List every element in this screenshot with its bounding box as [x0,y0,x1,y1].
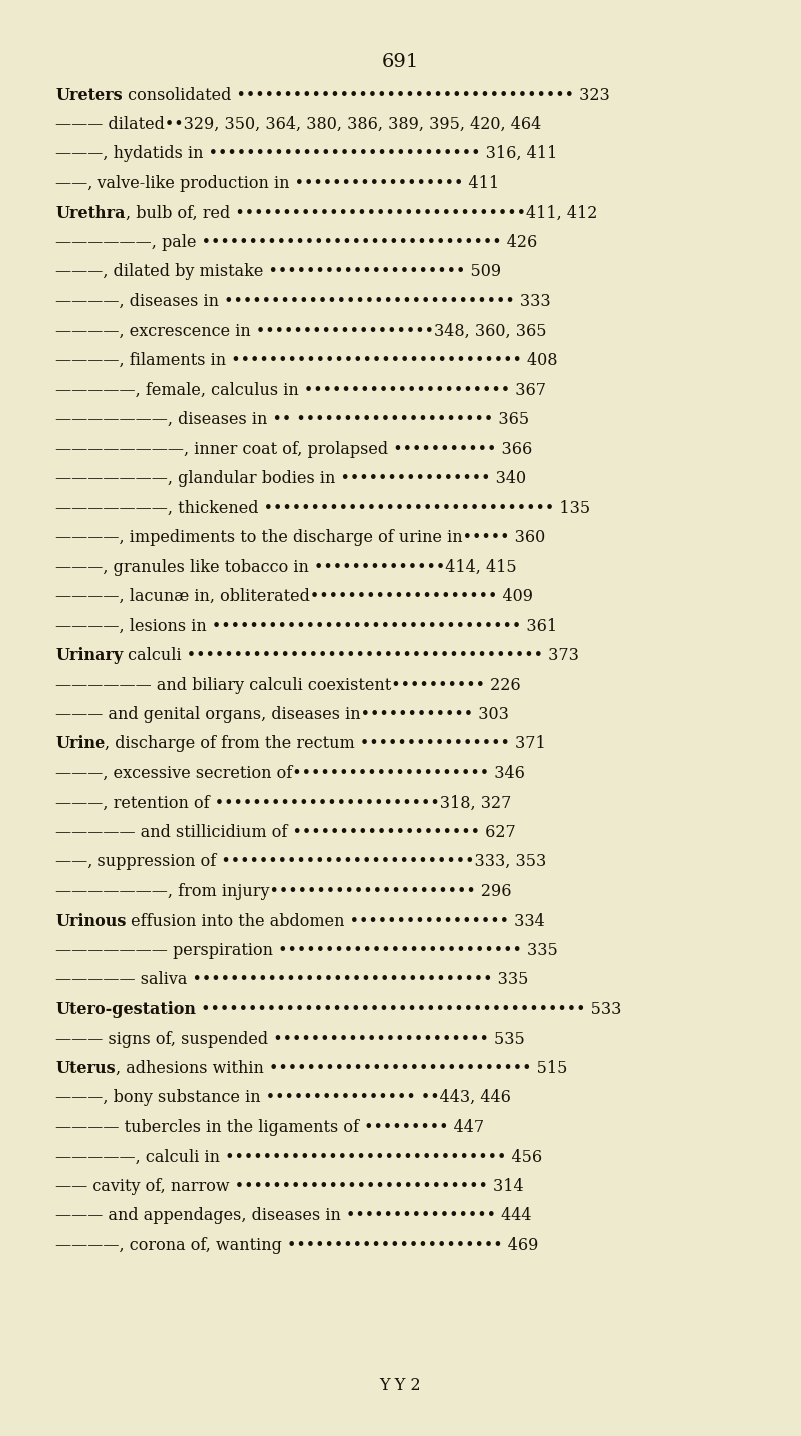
Text: Ureters: Ureters [55,86,123,103]
Text: , adhesions within •••••••••••••••••••••••••••• 515: , adhesions within •••••••••••••••••••••… [115,1060,567,1077]
Text: ————, filaments in ••••••••••••••••••••••••••••••• 408: ————, filaments in •••••••••••••••••••••… [55,352,557,369]
Text: ————, lacunæ in, obliterated•••••••••••••••••••• 409: ————, lacunæ in, obliterated••••••••••••… [55,587,533,605]
Text: effusion into the abdomen ••••••••••••••••• 334: effusion into the abdomen ••••••••••••••… [127,912,545,929]
Text: ——, suppression of •••••••••••••••••••••••••••333, 353: ——, suppression of •••••••••••••••••••••… [55,853,546,870]
Text: ——— dilated••329, 350, 364, 380, 386, 389, 395, 420, 464: ——— dilated••329, 350, 364, 380, 386, 38… [55,116,541,134]
Text: ——— and appendages, diseases in •••••••••••••••• 444: ——— and appendages, diseases in ••••••••… [55,1208,532,1225]
Text: Y Y 2: Y Y 2 [380,1377,421,1394]
Text: ————, lesions in ••••••••••••••••••••••••••••••••• 361: ————, lesions in •••••••••••••••••••••••… [55,617,557,635]
Text: Uterus: Uterus [55,1060,115,1077]
Text: ———, bony substance in •••••••••••••••• ••443, 446: ———, bony substance in •••••••••••••••• … [55,1090,511,1107]
Text: —————— and biliary calculi coexistent•••••••••• 226: —————— and biliary calculi coexistent•••… [55,676,521,694]
Text: ———, dilated by mistake ••••••••••••••••••••• 509: ———, dilated by mistake ••••••••••••••••… [55,263,501,280]
Text: Urethra: Urethra [55,204,126,221]
Text: ————, excrescence in •••••••••••••••••••348, 360, 365: ————, excrescence in •••••••••••••••••••… [55,323,546,339]
Text: ——— and genital organs, diseases in•••••••••••• 303: ——— and genital organs, diseases in•••••… [55,707,509,722]
Text: ———, retention of ••••••••••••••••••••••••318, 327: ———, retention of ••••••••••••••••••••••… [55,794,511,811]
Text: ——————, pale •••••••••••••••••••••••••••••••• 426: ——————, pale •••••••••••••••••••••••••••… [55,234,537,251]
Text: Urine: Urine [55,735,105,752]
Text: Urinous: Urinous [55,912,127,929]
Text: , bulb of, red •••••••••••••••••••••••••••••••411, 412: , bulb of, red •••••••••••••••••••••••••… [126,204,597,221]
Text: ———, hydatids in ••••••••••••••••••••••••••••• 316, 411: ———, hydatids in •••••••••••••••••••••••… [55,145,557,162]
Text: Utero-gestation: Utero-gestation [55,1001,196,1018]
Text: ——— signs of, suspended ••••••••••••••••••••••• 535: ——— signs of, suspended ••••••••••••••••… [55,1031,525,1047]
Text: ————— and stillicidium of •••••••••••••••••••• 627: ————— and stillicidium of ••••••••••••••… [55,824,516,841]
Text: ————— saliva •••••••••••••••••••••••••••••••• 335: ————— saliva •••••••••••••••••••••••••••… [55,972,529,988]
Text: ••••••••••••••••••••••••••••••••••••••••• 533: ••••••••••••••••••••••••••••••••••••••••… [196,1001,622,1018]
Text: —————, female, calculus in •••••••••••••••••••••• 367: —————, female, calculus in •••••••••••••… [55,382,546,399]
Text: ———————, glandular bodies in •••••••••••••••• 340: ———————, glandular bodies in •••••••••••… [55,470,526,487]
Text: ——————— perspiration •••••••••••••••••••••••••• 335: ——————— perspiration •••••••••••••••••••… [55,942,557,959]
Text: ———, granules like tobacco in ••••••••••••••414, 415: ———, granules like tobacco in ••••••••••… [55,559,517,576]
Text: ————————, inner coat of, prolapsed ••••••••••• 366: ————————, inner coat of, prolapsed •••••… [55,441,532,458]
Text: ————, diseases in ••••••••••••••••••••••••••••••• 333: ————, diseases in ••••••••••••••••••••••… [55,293,550,310]
Text: ———— tubercles in the ligaments of ••••••••• 447: ———— tubercles in the ligaments of •••••… [55,1119,484,1136]
Text: —————, calculi in •••••••••••••••••••••••••••••• 456: —————, calculi in ••••••••••••••••••••••… [55,1149,542,1166]
Text: Urinary: Urinary [55,648,123,663]
Text: ———————, thickened ••••••••••••••••••••••••••••••• 135: ———————, thickened •••••••••••••••••••••… [55,500,590,517]
Text: consolidated •••••••••••••••••••••••••••••••••••• 323: consolidated •••••••••••••••••••••••••••… [123,86,610,103]
Text: ———, excessive secretion of••••••••••••••••••••• 346: ———, excessive secretion of•••••••••••••… [55,765,525,783]
Text: calculi •••••••••••••••••••••••••••••••••••••• 373: calculi ••••••••••••••••••••••••••••••••… [123,648,579,663]
Text: —— cavity of, narrow ••••••••••••••••••••••••••• 314: —— cavity of, narrow •••••••••••••••••••… [55,1178,524,1195]
Text: , discharge of from the rectum •••••••••••••••• 371: , discharge of from the rectum •••••••••… [105,735,546,752]
Text: ——, valve-like production in •••••••••••••••••• 411: ——, valve-like production in •••••••••••… [55,175,499,192]
Text: ————, impediments to the discharge of urine in••••• 360: ————, impediments to the discharge of ur… [55,528,545,546]
Text: 691: 691 [382,53,419,70]
Text: ———————, from injury•••••••••••••••••••••• 296: ———————, from injury••••••••••••••••••••… [55,883,512,900]
Text: ———————, diseases in •• ••••••••••••••••••••• 365: ———————, diseases in •• ••••••••••••••••… [55,411,529,428]
Text: ————, corona of, wanting ••••••••••••••••••••••• 469: ————, corona of, wanting •••••••••••••••… [55,1236,538,1254]
